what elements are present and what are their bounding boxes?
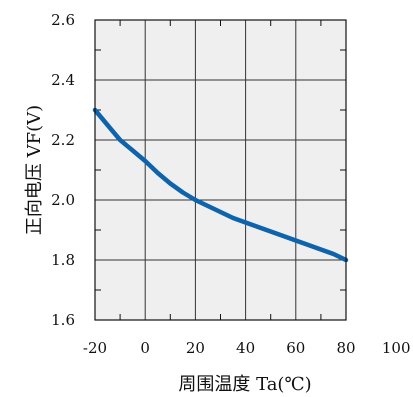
grid-lines — [95, 20, 346, 320]
x-tick-label: 60 — [286, 339, 305, 357]
x-tick-label: 0 — [140, 339, 150, 357]
y-tick-label: 2.0 — [51, 191, 75, 209]
x-tick-label: -20 — [83, 339, 107, 357]
series-layer — [92, 107, 349, 263]
x-tick-label: 100 — [382, 339, 411, 357]
series-line-0 — [92, 107, 349, 263]
x-tick-label: 20 — [186, 339, 205, 357]
y-tick-label: 2.4 — [51, 71, 75, 89]
plot-frame — [94, 19, 347, 321]
minor-tick-marks — [95, 20, 346, 320]
x-axis-title: 周围温度 Ta(℃) — [178, 374, 311, 395]
x-tick-label: 40 — [236, 339, 255, 357]
plot-area — [95, 20, 346, 320]
y-tick-label: 1.8 — [51, 251, 75, 269]
x-tick-labels: -20 0 20 40 60 80 100 — [83, 339, 411, 357]
y-axis-title: 正向电压 VF(V) — [24, 105, 45, 235]
y-tick-label: 1.6 — [51, 311, 75, 329]
y-tick-label: 2.2 — [51, 131, 75, 149]
y-tick-label: 2.6 — [51, 11, 75, 29]
y-tick-labels: 1.6 1.8 2.0 2.2 2.4 2.6 — [51, 11, 75, 329]
x-tick-label: 80 — [336, 339, 355, 357]
